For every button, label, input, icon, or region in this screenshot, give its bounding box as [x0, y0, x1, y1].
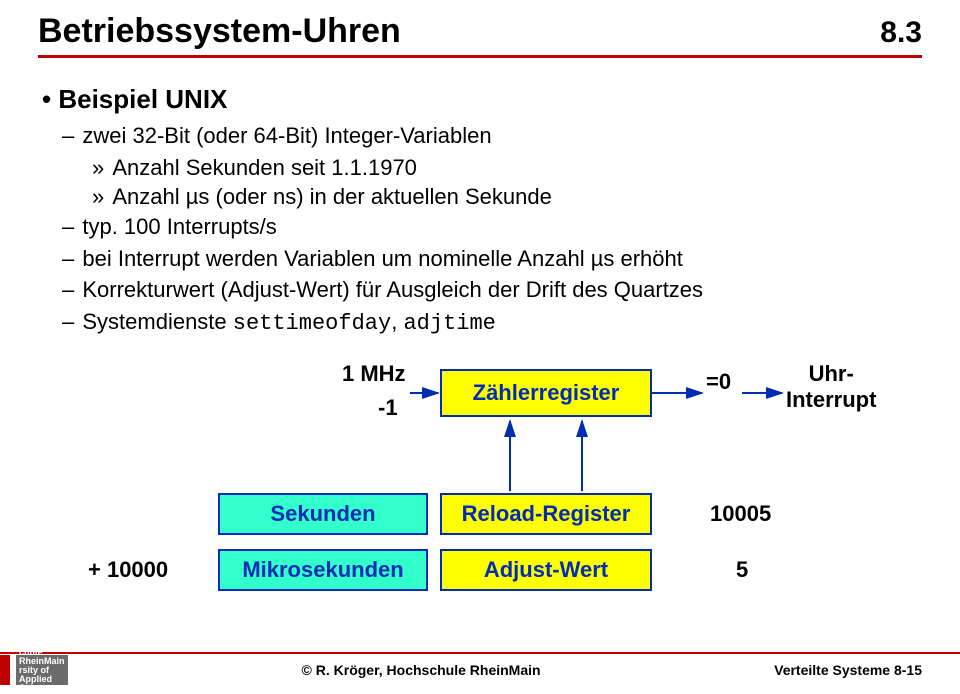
diagram: 1 MHz -1 Zählerregister =0 Uhr- Interrup…	[42, 353, 922, 663]
logo: chule RheinMain rsity of Applied Science…	[0, 655, 68, 685]
logo-text: chule RheinMain rsity of Applied Science…	[16, 655, 68, 685]
sub-korrektur: Korrekturwert (Adjust-Wert) für Ausgleic…	[80, 275, 922, 305]
subsub-mikrosek: Anzahl µs (oder ns) in der aktuellen Sek…	[114, 182, 922, 212]
value-5: 5	[736, 557, 748, 583]
label-minus1: -1	[378, 395, 398, 421]
sub-erhoeht: bei Interrupt werden Variablen um nomine…	[80, 244, 922, 274]
label-eq0: =0	[706, 369, 731, 395]
sub-systemdienste-pre: Systemdienste	[82, 309, 232, 334]
footer-center: © R. Kröger, Hochschule RheinMain	[68, 662, 774, 678]
box-adjust: Adjust-Wert	[440, 549, 652, 591]
footer: chule RheinMain rsity of Applied Science…	[0, 652, 960, 688]
value-10005: 10005	[710, 501, 771, 527]
logo-line2: rsity of Applied Sciences	[19, 666, 68, 693]
label-1mhz: 1 MHz	[342, 361, 406, 387]
box-reload: Reload-Register	[440, 493, 652, 535]
box-mikrosekunden: Mikrosekunden	[218, 549, 428, 591]
title-row: Betriebssystem-Uhren 8.3	[38, 12, 922, 58]
code-adjtime: adjtime	[403, 311, 495, 336]
sub-interrupts: typ. 100 Interrupts/s	[80, 212, 922, 242]
code-settimeofday: settimeofday	[233, 311, 391, 336]
label-uhr1: Uhr-	[809, 361, 854, 386]
logo-bar-icon	[0, 655, 10, 685]
box-sekunden: Sekunden	[218, 493, 428, 535]
sub-systemdienste: Systemdienste settimeofday, adjtime	[80, 307, 922, 339]
sub-systemdienste-mid: ,	[391, 309, 403, 334]
logo-line1: chule RheinMain	[19, 648, 68, 666]
bullet-beispiel: Beispiel UNIX	[42, 84, 922, 115]
subsub-sekunden: Anzahl Sekunden seit 1.1.1970	[114, 153, 922, 183]
label-plus10000: + 10000	[88, 557, 168, 583]
slide-number: 8.3	[880, 16, 922, 50]
label-uhr-interrupt: Uhr- Interrupt	[786, 361, 876, 414]
sub-variablen: zwei 32-Bit (oder 64-Bit) Integer-Variab…	[80, 121, 922, 151]
label-uhr2: Interrupt	[786, 387, 876, 412]
page-title: Betriebssystem-Uhren	[38, 12, 401, 51]
content: Beispiel UNIX zwei 32-Bit (oder 64-Bit) …	[38, 84, 922, 663]
box-zaehlerregister: Zählerregister	[440, 369, 652, 417]
footer-right: Verteilte Systeme 8-15	[774, 662, 922, 678]
